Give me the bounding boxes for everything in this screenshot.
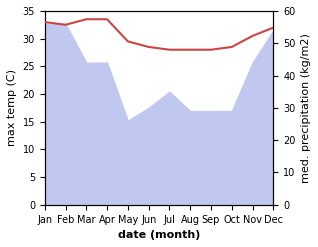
Y-axis label: med. precipitation (kg/m2): med. precipitation (kg/m2) [301,33,311,183]
X-axis label: date (month): date (month) [118,230,200,240]
Y-axis label: max temp (C): max temp (C) [7,69,17,146]
